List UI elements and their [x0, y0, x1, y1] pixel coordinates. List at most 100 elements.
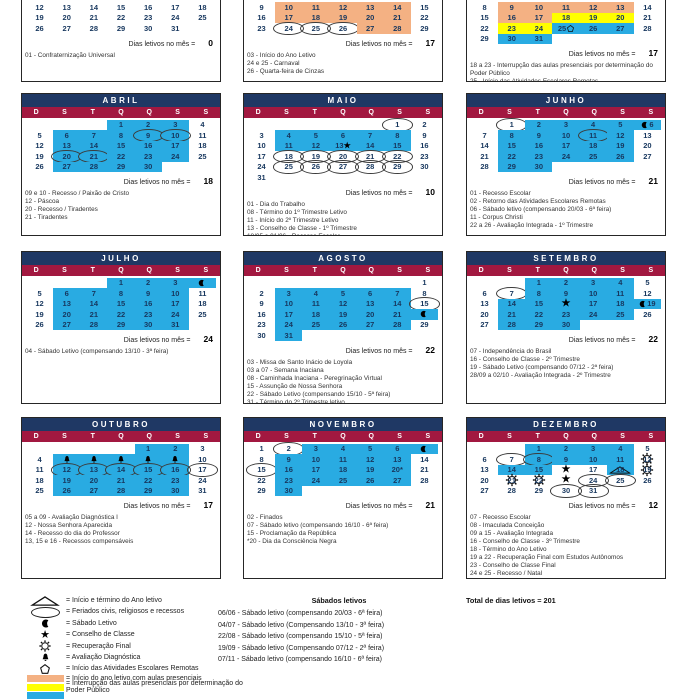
day-cell: 9 [498, 2, 526, 13]
month-title: ABRIL [22, 94, 220, 107]
day-cell: 7 [356, 130, 384, 141]
day-cell-empty [275, 278, 302, 289]
week-row: 19 20 21 22 23 24 25 [26, 149, 216, 163]
day-cell: 10 [161, 288, 189, 299]
day-cell: 29 [248, 486, 275, 497]
day-cell: 17 [579, 298, 607, 309]
day-cell: 11 [26, 465, 53, 476]
saturday-list-item: 06/06 - Sábado letivo (compensando 20/03… [218, 610, 383, 617]
day-number: 31 [534, 34, 544, 43]
day-cell: 15 [107, 140, 135, 151]
day-cell: 29 [107, 319, 135, 330]
week-row: 22 23 24 25 26 27 28 [248, 475, 438, 486]
weekday-header-cell: S [284, 432, 289, 440]
school-days-row: Dias letivos no mês = 17 [22, 496, 220, 510]
day-cell: 28 [354, 160, 386, 174]
saturday-moon-icon [420, 445, 427, 453]
day-cell: 19 [633, 298, 661, 309]
day-cell: 23 [161, 475, 189, 486]
day-cell: 27 [80, 485, 108, 496]
day-cell: 17 [161, 298, 189, 309]
day-cell-empty [471, 444, 498, 455]
day-number: 13 [616, 2, 625, 12]
day-cell-empty [302, 486, 329, 497]
day-cell: 10 [552, 130, 580, 141]
day-cell: 20 [327, 149, 359, 163]
day-number: 19 [62, 475, 71, 485]
day-cell: 14 [471, 141, 498, 152]
day-cell: 5 [302, 130, 330, 141]
note-line: 28/09 a 02/10 - Avaliação Integrada - 2º… [470, 372, 611, 379]
day-cell: 23 [248, 320, 275, 331]
day-cell-empty [384, 278, 411, 289]
day-cell: 24 [162, 13, 189, 24]
note-line: 24 e 25 - Carnaval [247, 59, 300, 67]
day-cell: 27 [53, 23, 80, 34]
day-cell: 9 [411, 130, 438, 141]
day-number: 26 [35, 23, 44, 33]
weekday-header-cell: D [478, 266, 484, 274]
day-cell-empty [329, 172, 356, 183]
legend-item: ★ = Conselho de Classe [24, 629, 244, 641]
day-cell: 3 [189, 444, 216, 455]
remote-activities-pentagon-icon [40, 664, 50, 674]
week-row: 16 17 18 19 20 21 22 [248, 12, 438, 23]
day-number: 3 [591, 278, 596, 287]
day-number: 1 [146, 444, 151, 453]
class-council-star-icon: ★ [343, 140, 351, 150]
day-cell: 20 [634, 141, 661, 152]
weekday-header-cell: Q [591, 266, 597, 274]
day-number: 10 [284, 2, 293, 12]
day-cell: 1 [248, 444, 275, 455]
day-number: 26 [311, 162, 321, 171]
week-row: 1 2 3 [26, 277, 216, 288]
day-cell-empty [384, 486, 411, 497]
day-number: 23 [507, 23, 516, 33]
day-cell: 22 [107, 13, 134, 24]
legend-item: = Início das Atividades Escolares Remota… [24, 663, 244, 674]
school-days-label: Dias letivos no mês = [568, 337, 636, 344]
day-number: 22 [116, 151, 126, 161]
weekday-header-cell: T [90, 108, 95, 116]
day-number: 19 [643, 465, 652, 474]
day-number: 19 [338, 309, 348, 319]
day-cell: 4 [26, 454, 53, 465]
day-cell: 13 [78, 463, 110, 477]
weekday-header-cell: S [62, 432, 67, 440]
note-line: 01 - Recesso Escolar [470, 190, 531, 197]
day-cell-empty [411, 330, 438, 341]
day-cell: 18 [302, 12, 330, 23]
day-cell-empty [552, 34, 579, 45]
day-number: 8 [509, 130, 514, 140]
saturday-moon-icon [641, 121, 648, 129]
saturday-list-item: 07/11 - Sábado letivo (compensando 16/10… [218, 656, 382, 664]
day-cell: 12 [302, 140, 330, 151]
day-cell: 8 [248, 454, 275, 465]
legend-icon-box [24, 640, 66, 652]
day-cell: 13 [471, 299, 498, 310]
day-cell: 28 [498, 486, 525, 497]
day-cell: 26 [327, 21, 359, 35]
day-cell: 27 [634, 151, 661, 162]
legend-label: = Feriados civis, religiosos e recessos [66, 608, 185, 616]
day-cell-empty [248, 278, 275, 289]
note-line: 11 - Corpus Christi [470, 214, 523, 221]
day-number: 4 [591, 120, 596, 129]
weekday-header-cell: S [425, 432, 431, 440]
note-line: 23 - Conselho de Classe Final [470, 562, 556, 569]
day-cell-empty [607, 320, 634, 331]
month-day-grid: 1 2 3 4 5 6 7 8 9 10 11 12 13 ★ 14 15 16 17 18 19 20 21 22 23 24… [244, 118, 442, 183]
weekday-header-cell: S [62, 266, 67, 274]
day-number: 24 [534, 23, 544, 33]
day-number: 22 [393, 151, 402, 161]
note-line: 14 - Recesso do dia do Professor [25, 530, 120, 537]
day-number: 27 [480, 486, 489, 495]
day-cell: 31 [248, 172, 275, 183]
day-number: 30 [171, 486, 180, 495]
weekday-header-cell: S [507, 266, 512, 274]
legend-label: = Recuperação Final [66, 642, 131, 650]
day-number: 14 [393, 2, 402, 12]
day-number: 20 [643, 141, 652, 150]
day-cell: 1 [381, 118, 413, 132]
diagnostic-bell-icon [117, 455, 125, 464]
